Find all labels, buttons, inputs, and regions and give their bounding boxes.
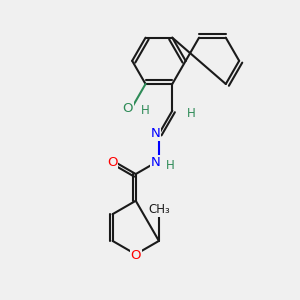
Text: CH₃: CH₃ [148, 203, 170, 216]
Text: O: O [130, 249, 141, 262]
Text: H: H [141, 104, 150, 117]
Text: H: H [166, 159, 174, 172]
Text: N: N [151, 156, 161, 169]
Text: O: O [122, 102, 133, 115]
Text: H: H [187, 107, 196, 120]
Text: O: O [107, 156, 118, 169]
Text: N: N [151, 128, 161, 140]
